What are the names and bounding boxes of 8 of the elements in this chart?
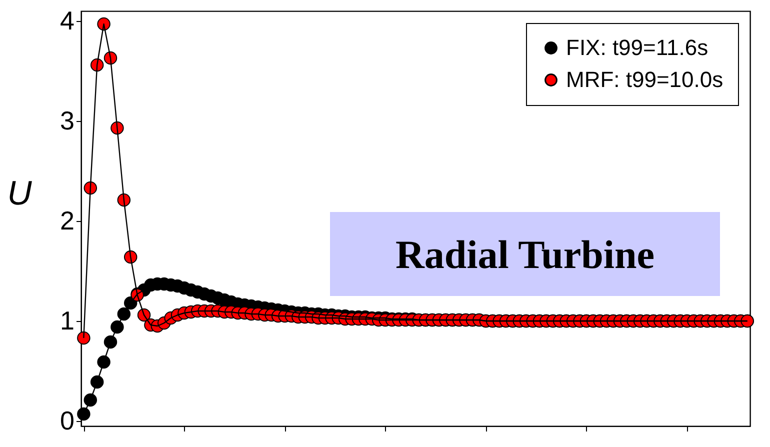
legend-label: MRF: t99=10.0s	[566, 67, 724, 92]
y-tick-label: 1	[60, 306, 74, 336]
y-tick-label: 2	[60, 206, 74, 236]
legend-label: FIX: t99=11.6s	[566, 35, 708, 60]
y-axis-title: U	[7, 174, 32, 212]
y-tick-label: 0	[60, 406, 74, 436]
y-tick-label: 3	[60, 106, 74, 136]
y-tick-label: 4	[60, 6, 74, 36]
